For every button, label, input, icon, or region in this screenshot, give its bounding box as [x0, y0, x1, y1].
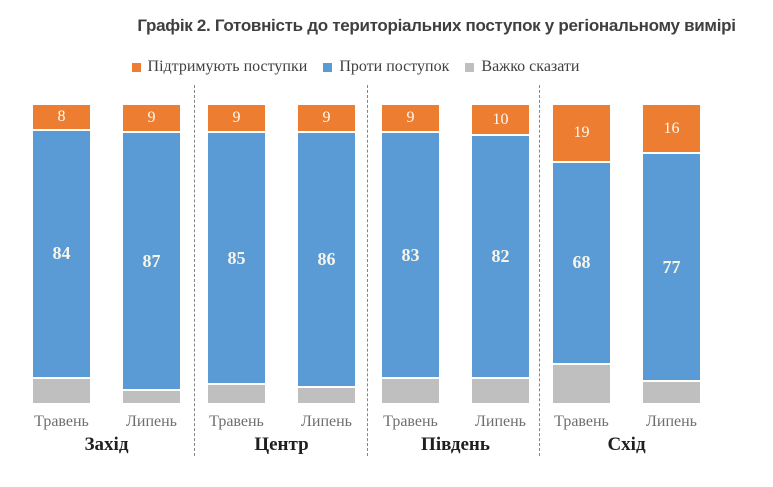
segment-hard — [472, 379, 529, 403]
month-labels: Травень Липень — [195, 413, 367, 431]
segment-hard — [33, 379, 90, 403]
month-label: Липень — [126, 413, 177, 430]
stacked-bar-pivden-july: 10 82 — [472, 105, 529, 403]
segment-hard — [643, 382, 700, 403]
segment-support: 9 — [298, 105, 355, 134]
bar-pair: 9 83 10 82 — [368, 105, 539, 403]
month-labels: Травень Липень — [368, 413, 539, 431]
bar-pair: 9 85 9 86 — [195, 105, 367, 403]
bar-pair: 19 68 16 77 — [540, 105, 773, 403]
segment-against: 77 — [643, 154, 700, 383]
legend-swatch-hard-icon — [465, 62, 475, 72]
segment-value-label: 9 — [147, 109, 156, 127]
stacked-bar-tsentr-may: 9 85 — [208, 105, 265, 403]
region-group-skhid: 19 68 16 77 Трав — [540, 85, 773, 456]
segment-value-label: 83 — [401, 244, 420, 265]
month-label: Травень — [209, 413, 264, 430]
segment-value-label: 10 — [492, 110, 509, 128]
segment-against: 85 — [208, 133, 265, 386]
segment-value-label: 16 — [663, 119, 680, 137]
region-label: Схід — [607, 434, 646, 455]
legend-item-against: Проти поступок — [323, 58, 449, 76]
segment-support: 8 — [33, 105, 90, 131]
segment-against: 84 — [33, 130, 90, 380]
segment-value-label: 9 — [406, 109, 415, 127]
legend-swatch-support-icon — [131, 62, 141, 72]
segment-value-label: 86 — [317, 249, 336, 270]
legend-label: Важко сказати — [481, 58, 580, 75]
segment-value-label: 19 — [573, 123, 590, 141]
month-label: Травень — [383, 413, 438, 430]
segment-support: 9 — [123, 105, 180, 134]
segment-support: 16 — [643, 105, 700, 155]
region-group-zakhid: 8 84 9 87 Травен — [0, 85, 195, 456]
segment-support: 10 — [472, 105, 529, 137]
plot-area: 8 84 9 87 Травен — [0, 85, 773, 456]
region-label: Центр — [254, 434, 309, 455]
month-label: Липень — [301, 413, 352, 430]
month-label: Липень — [646, 413, 697, 430]
segment-value-label: 84 — [52, 243, 71, 264]
segment-against: 86 — [298, 133, 355, 389]
region-label: Захід — [84, 434, 129, 455]
segment-support: 9 — [208, 105, 265, 134]
region-group-pivden: 9 83 10 82 Траве — [368, 85, 540, 456]
region-label: Південь — [421, 434, 490, 455]
legend: Підтримують поступки Проти поступок Важк… — [0, 58, 773, 76]
month-labels: Травень Липень — [0, 413, 194, 431]
chart-title: Графік 2. Готовність до територіальних п… — [137, 16, 736, 35]
segment-against: 82 — [472, 136, 529, 380]
segment-value-label: 68 — [572, 252, 591, 273]
stacked-bar-pivden-may: 9 83 — [382, 105, 439, 403]
legend-label: Підтримують поступки — [147, 58, 308, 75]
segment-value-label: 8 — [57, 107, 66, 125]
segment-value-label: 87 — [142, 250, 161, 271]
segment-support: 9 — [382, 105, 439, 134]
segment-support: 19 — [553, 105, 610, 163]
segment-hard — [553, 364, 610, 403]
segment-against: 68 — [553, 162, 610, 365]
month-label: Травень — [34, 413, 89, 430]
segment-value-label: 77 — [662, 256, 681, 277]
legend-item-support: Підтримують поступки — [131, 58, 308, 76]
month-labels: Травень Липень — [540, 413, 773, 431]
stacked-bar-zakhid-july: 9 87 — [123, 105, 180, 403]
legend-item-hard: Важко сказати — [465, 58, 579, 76]
stacked-bar-zakhid-may: 8 84 — [33, 105, 90, 403]
segment-hard — [382, 379, 439, 403]
month-label: Липень — [475, 413, 526, 430]
segment-value-label: 85 — [227, 247, 246, 268]
segment-value-label: 9 — [322, 109, 331, 127]
segment-against: 83 — [382, 133, 439, 380]
legend-label: Проти поступок — [339, 58, 450, 75]
segment-value-label: 82 — [491, 246, 510, 267]
segment-against: 87 — [123, 133, 180, 392]
segment-value-label: 9 — [232, 109, 241, 127]
segment-hard — [298, 388, 355, 403]
segment-hard — [208, 385, 265, 403]
legend-swatch-against-icon — [323, 62, 333, 72]
month-label: Травень — [554, 413, 609, 430]
stacked-bar-skhid-may: 19 68 — [553, 105, 610, 403]
stacked-bar-skhid-july: 16 77 — [643, 105, 700, 403]
region-group-tsentr: 9 85 9 86 Травен — [195, 85, 368, 456]
stacked-bar-tsentr-july: 9 86 — [298, 105, 355, 403]
segment-hard — [123, 391, 180, 403]
bar-pair: 8 84 9 87 — [0, 105, 194, 403]
